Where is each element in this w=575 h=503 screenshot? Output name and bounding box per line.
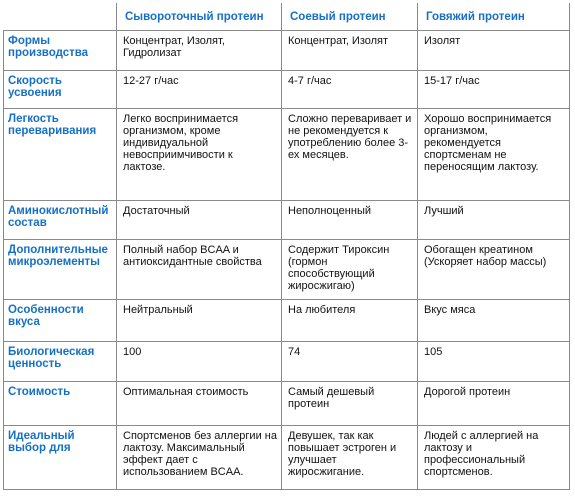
soy-value: Содержит Тироксин (гормон способствующий… <box>281 239 418 300</box>
whey-value: Полный набор BCAA и антиоксидантные свой… <box>116 239 282 300</box>
feature-label: Особенности вкуса <box>3 299 117 342</box>
table-row-ideal-for: Идеальный выбор для Спортсменов без алле… <box>3 425 570 490</box>
header-beef-protein: Говяжий протеин <box>417 3 570 31</box>
whey-value: Спортсменов без аллергии на лактозу. Мак… <box>116 425 282 490</box>
beef-value: Дорогой протеин <box>417 381 570 426</box>
soy-value: Девушек, так как повышает эстроген и улу… <box>281 425 418 490</box>
table-row-production-forms: Формы производства Концентрат, Изолят, Г… <box>3 30 570 71</box>
soy-value: 4-7 г/час <box>281 70 418 109</box>
soy-value: Концентрат, Изолят <box>281 30 418 71</box>
table-row-taste: Особенности вкуса Нейтральный На любител… <box>3 299 570 342</box>
feature-label: Стоимость <box>3 381 117 426</box>
soy-value: Неполноценный <box>281 200 418 240</box>
table-row-micronutrients: Дополнительные микроэлементы Полный набо… <box>3 239 570 300</box>
feature-label: Формы производства <box>3 30 117 71</box>
soy-value: 74 <box>281 341 418 382</box>
header-corner-cell <box>3 3 117 31</box>
whey-value: 12-27 г/час <box>116 70 282 109</box>
feature-label: Идеальный выбор для <box>3 425 117 490</box>
beef-value: Изолят <box>417 30 570 71</box>
table-body: Формы производства Концентрат, Изолят, Г… <box>3 30 570 490</box>
whey-value: 100 <box>116 341 282 382</box>
feature-label: Аминокислотный состав <box>3 200 117 240</box>
feature-label: Легкость переваривания <box>3 108 117 201</box>
whey-value: Нейтральный <box>116 299 282 342</box>
whey-value: Оптимальная стоимость <box>116 381 282 426</box>
feature-label: Дополнительные микроэлементы <box>3 239 117 300</box>
beef-value: 105 <box>417 341 570 382</box>
table-row-amino-acid-profile: Аминокислотный состав Достаточный Неполн… <box>3 200 570 240</box>
soy-value: Самый дешевый протеин <box>281 381 418 426</box>
table-row-absorption-rate: Скорость усвоения 12-27 г/час 4-7 г/час … <box>3 70 570 109</box>
beef-value: Хорошо воспринимается организмом, рекоме… <box>417 108 570 201</box>
feature-label: Скорость усвоения <box>3 70 117 109</box>
table-row-cost: Стоимость Оптимальная стоимость Самый де… <box>3 381 570 426</box>
whey-value: Легко воспринимается организмом, кроме и… <box>116 108 282 201</box>
beef-value: Вкус мяса <box>417 299 570 342</box>
beef-value: Лучший <box>417 200 570 240</box>
feature-label: Биологическая ценность <box>3 341 117 382</box>
header-soy-protein: Соевый протеин <box>281 3 418 31</box>
soy-value: Сложно переваривает и не рекомендуется к… <box>281 108 418 201</box>
beef-value: Людей с аллергией на лактозу и профессио… <box>417 425 570 490</box>
soy-value: На любителя <box>281 299 418 342</box>
table-row-digestibility: Легкость переваривания Легко воспринимае… <box>3 108 570 201</box>
table-row-biological-value: Биологическая ценность 100 74 105 <box>3 341 570 382</box>
whey-value: Концентрат, Изолят, Гидролизат <box>116 30 282 71</box>
header-whey-protein: Сывороточный протеин <box>116 3 282 31</box>
beef-value: Обогащен креатином (Ускоряет набор массы… <box>417 239 570 300</box>
header-row: Сывороточный протеин Соевый протеин Говя… <box>3 3 570 31</box>
whey-value: Достаточный <box>116 200 282 240</box>
protein-comparison-table: Сывороточный протеин Соевый протеин Говя… <box>3 3 570 490</box>
beef-value: 15-17 г/час <box>417 70 570 109</box>
table-header: Сывороточный протеин Соевый протеин Говя… <box>3 3 570 31</box>
